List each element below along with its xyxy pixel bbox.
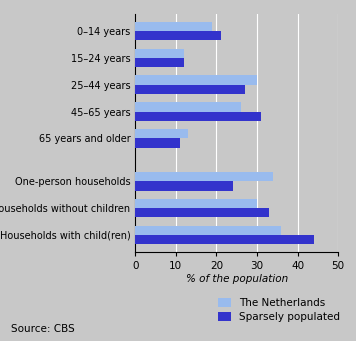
Bar <box>135 199 257 208</box>
Bar <box>135 112 261 121</box>
Bar <box>135 58 184 67</box>
Bar <box>135 22 213 31</box>
Bar <box>135 85 245 94</box>
Bar <box>135 208 269 218</box>
Bar <box>135 225 281 235</box>
X-axis label: % of the population: % of the population <box>185 274 288 284</box>
Bar <box>135 102 241 112</box>
Bar <box>135 172 273 181</box>
Text: Source: CBS: Source: CBS <box>11 324 74 334</box>
Bar <box>135 48 184 58</box>
Bar <box>135 31 220 41</box>
Bar <box>135 235 314 244</box>
Legend: The Netherlands, Sparsely populated: The Netherlands, Sparsely populated <box>218 298 340 322</box>
Bar <box>135 75 257 85</box>
Bar <box>135 181 233 191</box>
Bar <box>135 138 180 148</box>
Bar <box>135 129 188 138</box>
